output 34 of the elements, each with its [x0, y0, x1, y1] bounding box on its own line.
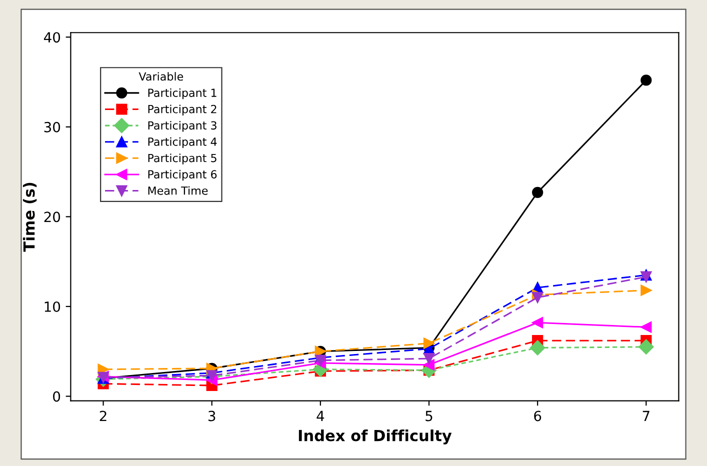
x-tick-label: 6: [534, 410, 542, 422]
x-tick-label: 7: [642, 410, 650, 422]
point: [423, 338, 435, 349]
y-tick-label: 30: [44, 122, 60, 132]
point: [532, 186, 544, 198]
x-tick-label: 3: [208, 410, 216, 422]
x-tick-label: 5: [426, 410, 432, 422]
point: [640, 74, 652, 86]
legend-label: Participant 2: [148, 104, 216, 116]
legend-label: Participant 3: [148, 121, 216, 132]
point: [532, 317, 544, 328]
point: [314, 354, 326, 366]
y-tick-label: 40: [44, 32, 60, 43]
point: [423, 353, 435, 364]
x-tick-label: 2: [100, 410, 106, 422]
legend-label: Participant 6: [148, 170, 217, 181]
x-tick-label: 4: [316, 410, 324, 422]
point: [640, 322, 652, 333]
y-axis-title: Time (s): [22, 182, 37, 252]
point: [206, 370, 218, 382]
y-tick-label: 10: [44, 301, 60, 312]
point: [638, 339, 654, 354]
point: [640, 284, 652, 296]
point: [423, 359, 435, 370]
y-tick-label: 0: [53, 391, 60, 402]
legend-label: Participant 5: [148, 154, 216, 164]
point: [532, 292, 544, 304]
point: [530, 340, 546, 356]
legend-label: Mean Time: [148, 186, 208, 195]
y-tick-label: 20: [44, 212, 60, 222]
legend-label: Participant 4: [148, 137, 217, 148]
legend-title: Variable: [138, 72, 184, 81]
legend-label: Participant 1: [148, 88, 216, 100]
x-axis-title: Index of Difficulty: [298, 429, 452, 444]
